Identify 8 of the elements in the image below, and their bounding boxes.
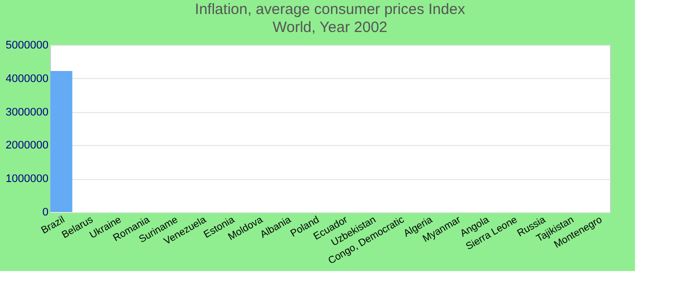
y-tick-label: 2000000	[6, 140, 48, 152]
y-tick-label: 1000000	[6, 173, 48, 186]
chart-subtitle: World, Year 2002	[272, 19, 388, 36]
y-tick-label: 5000000	[6, 40, 48, 52]
chart-title: Inflation, average consumer prices Index	[194, 1, 466, 18]
y-tick-label: 4000000	[6, 72, 48, 85]
y-tick-label: 3000000	[6, 106, 48, 118]
y-tick-label: 0	[42, 206, 48, 218]
